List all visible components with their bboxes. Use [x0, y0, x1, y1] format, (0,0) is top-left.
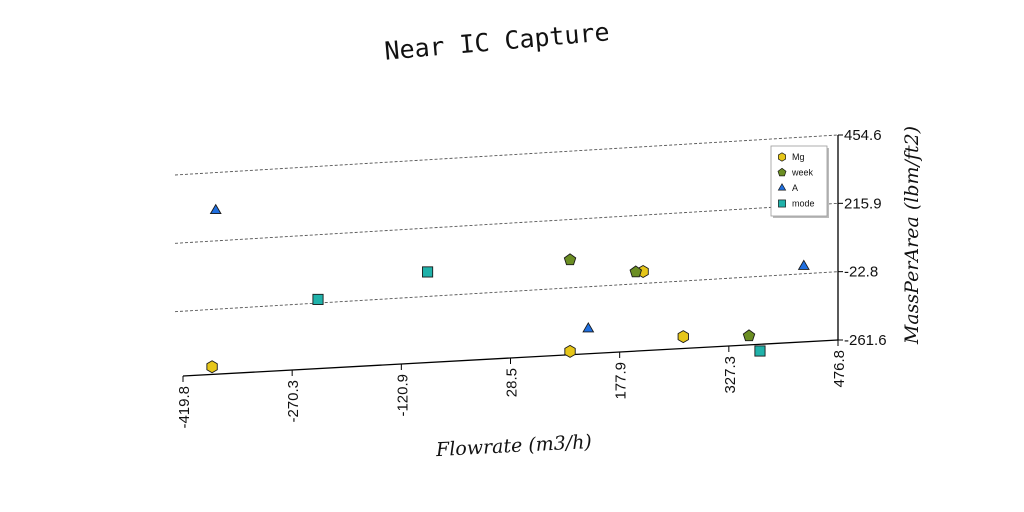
point-mg [677, 330, 689, 344]
legend-marker-mode [778, 199, 786, 208]
legend-marker-week [777, 167, 787, 177]
legend-label-mg: Mg [792, 152, 805, 162]
x-tick-label: 177.9 [613, 362, 630, 400]
point-a [797, 259, 810, 270]
point-mode [312, 293, 324, 305]
point-mode [754, 345, 766, 357]
data-points [206, 203, 810, 374]
y-tick-label: 215.9 [844, 195, 882, 212]
legend-label-mode: mode [792, 199, 815, 209]
x-tick-label: 327.3 [722, 356, 739, 394]
x-axis-label: Flowrate (m3/h) [435, 431, 593, 461]
x-tick-label: 476.8 [831, 350, 848, 388]
point-mg [206, 360, 218, 374]
grid-lines [174, 134, 839, 313]
legend-marker-a [777, 183, 787, 191]
y-tick-label: 454.6 [844, 127, 882, 144]
point-mg [564, 344, 576, 358]
y-axis-label: MassPerArea (lbm/ft2) [901, 126, 923, 345]
x-tick-label: -270.3 [285, 380, 302, 423]
point-week [742, 329, 756, 342]
x-tick-label: 28.5 [504, 368, 521, 397]
axes [182, 135, 839, 377]
chart-title: Near IC Capture [383, 17, 610, 66]
y-tick-label: -22.8 [844, 264, 878, 281]
legend-label-week: week [791, 168, 814, 178]
x-tick-label: -120.9 [394, 374, 411, 417]
y-axis-ticks: -261.6 -22.8 215.9 454.6 [838, 127, 887, 349]
x-tick-label: -419.8 [176, 386, 193, 429]
legend-label-a: A [792, 183, 798, 193]
legend-marker-mg [778, 152, 786, 162]
point-a [582, 322, 595, 333]
grid-line [174, 271, 839, 313]
point-week [563, 253, 577, 266]
x-axis-ticks: -419.8 -270.3 -120.9 28.5 177.9 327.3 476.8 [176, 340, 848, 429]
y-tick-label: -261.6 [844, 332, 887, 349]
point-a [209, 203, 222, 215]
grid-line [174, 134, 839, 176]
point-week [629, 265, 643, 278]
point-mode [422, 266, 434, 278]
grid-line [174, 202, 839, 244]
